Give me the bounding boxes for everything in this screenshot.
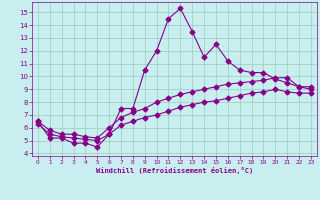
X-axis label: Windchill (Refroidissement éolien,°C): Windchill (Refroidissement éolien,°C) — [96, 167, 253, 174]
